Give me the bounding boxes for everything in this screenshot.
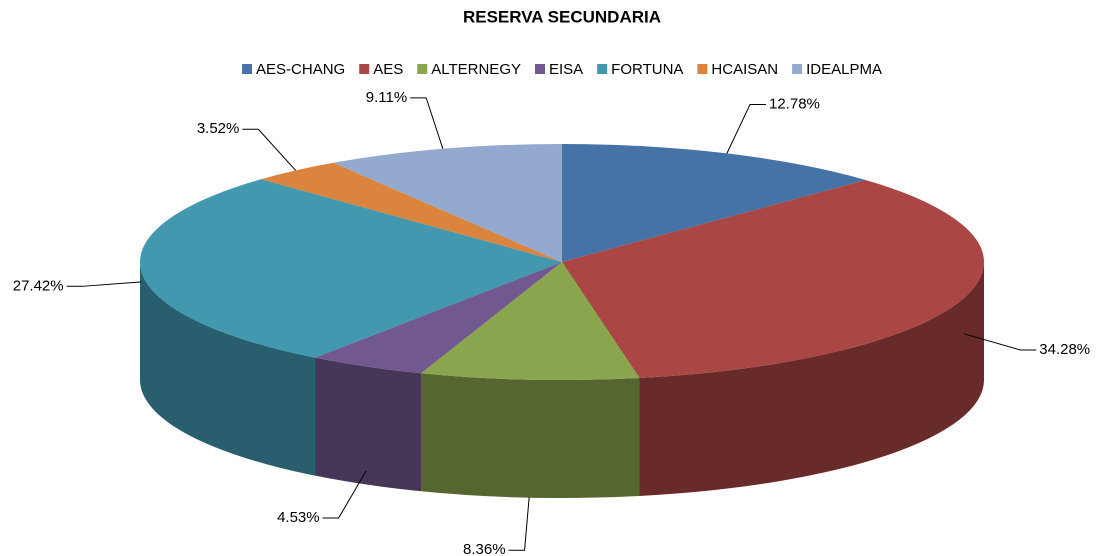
leader-line <box>66 281 142 287</box>
slice <box>421 262 640 380</box>
legend-label: ALTERNEGY <box>431 61 521 78</box>
data-label: 12.78% <box>769 95 820 112</box>
legend-swatch <box>792 64 803 74</box>
slice <box>261 162 562 262</box>
leader-line <box>410 97 444 149</box>
slice <box>315 262 562 374</box>
leader-line <box>242 128 297 171</box>
legend-label: FORTUNA <box>611 61 683 78</box>
data-label: 4.53% <box>277 509 320 526</box>
data-label: 3.52% <box>197 120 240 137</box>
slice-side <box>639 262 985 496</box>
slice <box>333 144 562 262</box>
data-label: 9.11% <box>366 89 407 106</box>
legend-label: HCAISAN <box>711 61 778 78</box>
slice-side <box>421 373 640 498</box>
legend-swatch <box>534 64 545 74</box>
legend-label: AES-CHANG <box>256 61 345 78</box>
legend-label: AES <box>373 61 403 78</box>
data-label: 8.36% <box>463 541 506 556</box>
slice <box>562 144 866 262</box>
chart-title: RESERVA SECUNDARIA <box>463 7 661 26</box>
legend-swatch <box>359 64 370 74</box>
leader-line <box>508 497 530 551</box>
pie-sides <box>139 262 985 498</box>
legend-swatch <box>697 64 708 74</box>
pie-tops <box>140 144 984 380</box>
leader-line <box>963 333 1037 351</box>
legend-swatch <box>242 64 253 74</box>
legend-label: IDEALPMA <box>806 61 882 78</box>
slice <box>562 180 984 378</box>
slice <box>140 179 562 358</box>
leader-line <box>726 104 767 154</box>
slice-side <box>315 357 422 492</box>
legend: AES-CHANG AES ALTERNEGY EISA FORTUNA HCAISAN I… <box>242 61 882 78</box>
legend-swatch <box>597 64 608 74</box>
data-label: 34.28% <box>1039 341 1090 358</box>
leader-line <box>322 470 367 519</box>
legend-swatch <box>417 64 428 74</box>
legend-label: EISA <box>549 61 583 78</box>
slice-side <box>139 262 316 476</box>
data-label: 27.42% <box>13 277 64 294</box>
